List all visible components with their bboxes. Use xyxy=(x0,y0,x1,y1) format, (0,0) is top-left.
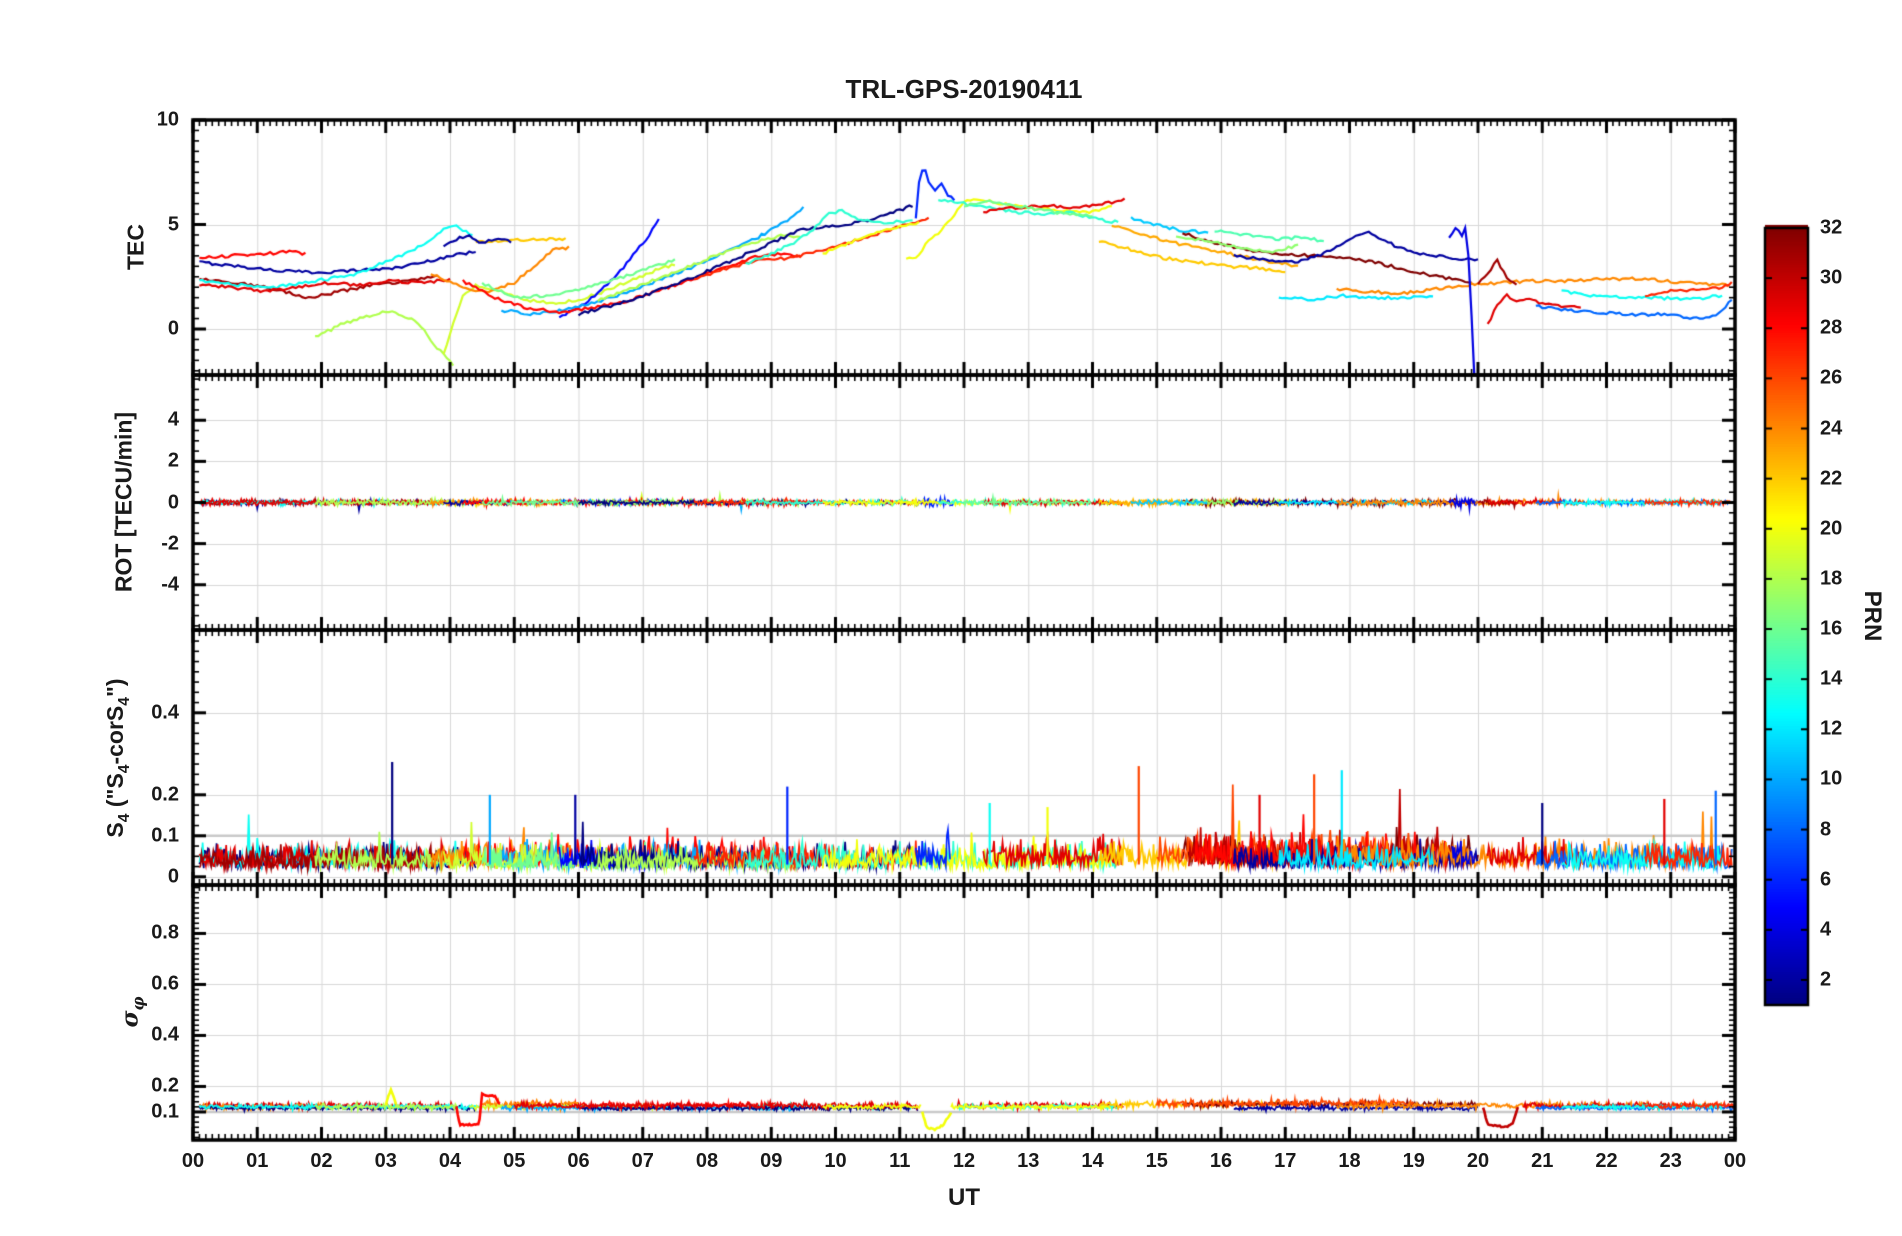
x-tick-label: 01 xyxy=(246,1150,269,1172)
y-tick-label: -4 xyxy=(161,573,179,596)
x-tick-label: 10 xyxy=(824,1150,847,1172)
x-tick-label: 17 xyxy=(1274,1150,1297,1172)
x-tick-label: 19 xyxy=(1402,1150,1425,1172)
x-tick-label: 08 xyxy=(695,1150,719,1172)
x-tick-label: 14 xyxy=(1081,1150,1104,1172)
y-tick-label: 4 xyxy=(167,408,179,431)
colorbar-tick-label: 8 xyxy=(1820,818,1832,841)
y-tick-label: 0.2 xyxy=(151,783,179,806)
x-tick-label: 00 xyxy=(181,1150,205,1172)
chart-title: TRL-GPS-20190411 xyxy=(845,74,1083,104)
colorbar-tick-label: 6 xyxy=(1820,868,1832,891)
colorbar-tick-label: 22 xyxy=(1820,467,1843,490)
colorbar-tick-label: 4 xyxy=(1820,918,1832,941)
x-tick-label: 18 xyxy=(1338,1150,1361,1172)
colorbar-tick-label: 28 xyxy=(1820,316,1843,339)
x-tick-label: 04 xyxy=(438,1150,462,1172)
x-tick-label: 15 xyxy=(1145,1150,1168,1172)
x-tick-label: 20 xyxy=(1466,1150,1490,1172)
colorbar-tick-label: 18 xyxy=(1820,567,1843,590)
y-tick-label: 0.1 xyxy=(151,1100,179,1123)
ylabel-rot: ROT [TECU/min] xyxy=(110,411,137,593)
x-tick-label: 00 xyxy=(1723,1150,1747,1172)
colorbar-tick-label: 20 xyxy=(1820,517,1843,540)
colorbar-label: PRN xyxy=(1859,590,1886,642)
ylabel-sigma-phi: σφ xyxy=(116,996,148,1028)
y-tick-label: 0.2 xyxy=(151,1074,179,1097)
y-tick-label: 0.8 xyxy=(151,921,179,944)
y-tick-label: 0 xyxy=(167,491,179,513)
ylabel-s4: S4 ("S4-corS4") xyxy=(102,678,133,838)
x-tick-label: 16 xyxy=(1209,1150,1233,1172)
colorbar-tick-label: 2 xyxy=(1820,968,1832,991)
colorbar-tick-label: 24 xyxy=(1820,417,1843,440)
x-tick-label: 21 xyxy=(1531,1150,1554,1172)
colorbar-tick-label: 14 xyxy=(1820,667,1843,690)
xlabel-ut: UT xyxy=(948,1184,980,1211)
colorbar-tick-label: 12 xyxy=(1820,717,1843,740)
x-tick-label: 11 xyxy=(889,1150,911,1172)
y-tick-label: 0.6 xyxy=(151,972,179,995)
y-tick-label: 0.1 xyxy=(151,824,179,847)
ylabel-tec: TEC xyxy=(122,224,149,270)
x-tick-label: 13 xyxy=(1017,1150,1040,1172)
x-tick-label: 05 xyxy=(503,1150,526,1172)
y-tick-label: 2 xyxy=(167,449,179,472)
x-tick-label: 06 xyxy=(567,1150,590,1172)
colorbar-tick-label: 10 xyxy=(1820,767,1843,790)
y-tick-label: 0.4 xyxy=(151,1023,179,1046)
colorbar-tick-label: 32 xyxy=(1820,216,1843,239)
x-tick-label: 23 xyxy=(1659,1150,1682,1172)
x-tick-label: 09 xyxy=(760,1150,783,1172)
colorbar-tick-label: 30 xyxy=(1820,266,1843,289)
x-tick-label: 03 xyxy=(374,1150,397,1172)
x-tick-label: 12 xyxy=(952,1150,976,1172)
y-tick-label: 0 xyxy=(167,317,179,340)
colorbar-tick-label: 26 xyxy=(1820,366,1843,389)
x-tick-label: 22 xyxy=(1595,1150,1618,1172)
x-tick-label: 07 xyxy=(631,1150,654,1172)
y-tick-label: 10 xyxy=(156,108,179,131)
colorbar-tick-label: 16 xyxy=(1820,617,1843,640)
y-tick-label: 0 xyxy=(167,865,179,888)
y-tick-label: 5 xyxy=(167,213,179,235)
x-tick-label: 02 xyxy=(310,1150,333,1172)
y-tick-label: 0.4 xyxy=(151,701,179,724)
y-tick-label: -2 xyxy=(161,532,179,555)
